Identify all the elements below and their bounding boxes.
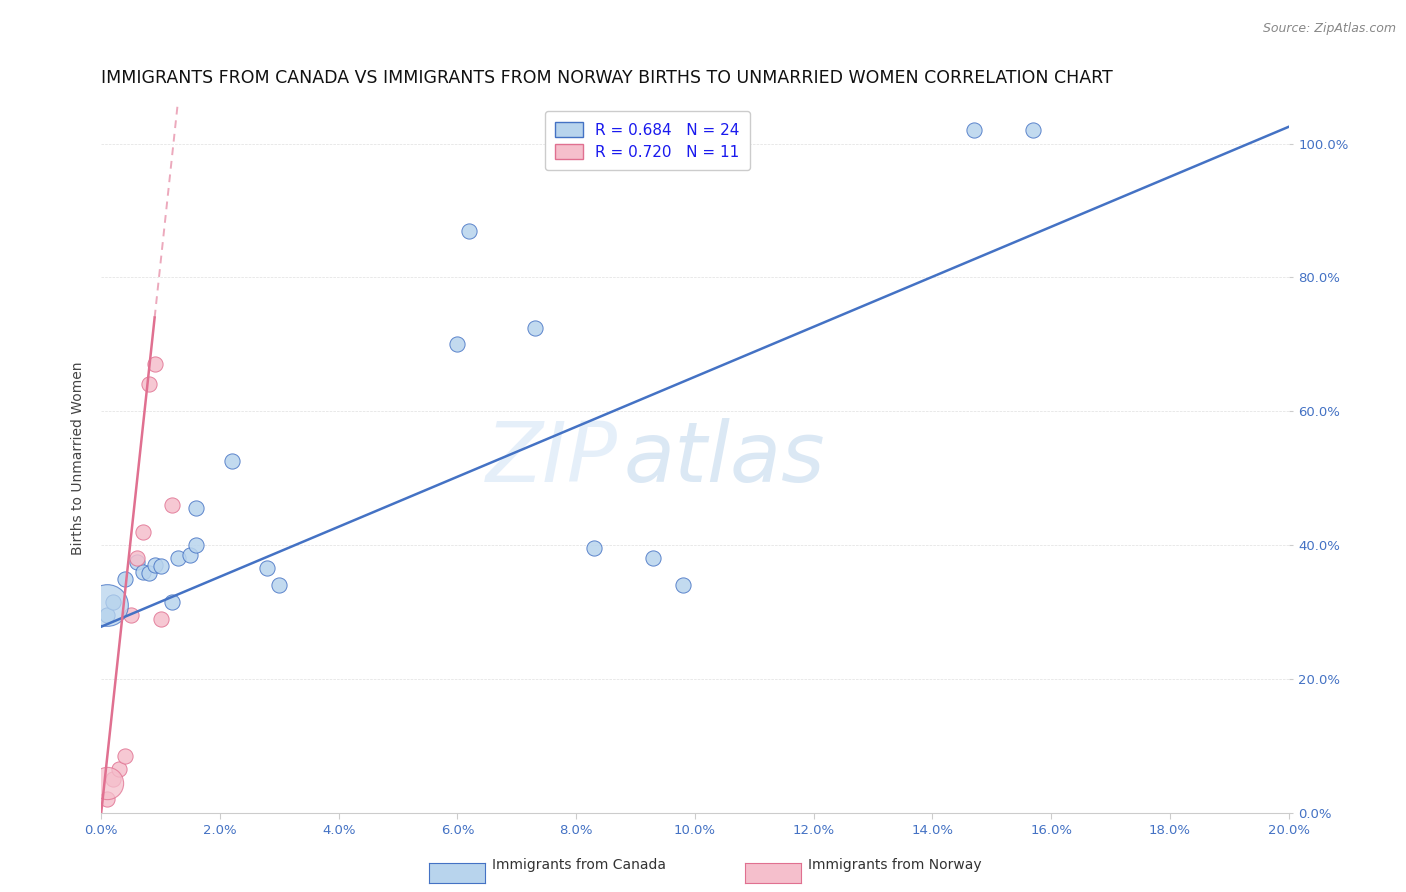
- Point: [120, 608, 142, 623]
- Point: [114, 748, 136, 763]
- Point: [96, 775, 118, 789]
- Point: [138, 377, 160, 392]
- Text: Source: ZipAtlas.com: Source: ZipAtlas.com: [1263, 22, 1396, 36]
- Text: Immigrants from Canada: Immigrants from Canada: [492, 858, 666, 872]
- Point: [446, 337, 468, 351]
- Text: IMMIGRANTS FROM CANADA VS IMMIGRANTS FROM NORWAY BIRTHS TO UNMARRIED WOMEN CORRE: IMMIGRANTS FROM CANADA VS IMMIGRANTS FRO…: [101, 69, 1114, 87]
- Text: atlas: atlas: [624, 417, 825, 499]
- Point: [149, 559, 172, 574]
- Point: [125, 555, 148, 569]
- Legend: R = 0.684   N = 24, R = 0.720   N = 11: R = 0.684 N = 24, R = 0.720 N = 11: [544, 111, 751, 170]
- Point: [458, 223, 481, 237]
- Point: [672, 578, 695, 592]
- Point: [963, 123, 986, 137]
- Point: [179, 548, 201, 562]
- Point: [96, 599, 118, 613]
- Point: [149, 612, 172, 626]
- Point: [132, 524, 155, 539]
- Point: [523, 320, 546, 334]
- Point: [101, 772, 124, 787]
- Y-axis label: Births to Unmarried Women: Births to Unmarried Women: [72, 361, 86, 555]
- Point: [108, 762, 131, 776]
- Point: [143, 558, 166, 573]
- Point: [138, 566, 160, 581]
- Point: [162, 595, 184, 609]
- Point: [114, 572, 136, 586]
- Text: Immigrants from Norway: Immigrants from Norway: [808, 858, 981, 872]
- Point: [221, 454, 243, 468]
- Text: ZIP: ZIP: [486, 417, 617, 499]
- Point: [162, 498, 184, 512]
- Point: [167, 551, 190, 566]
- Point: [96, 792, 118, 806]
- Point: [582, 541, 605, 556]
- Point: [125, 551, 148, 566]
- Point: [101, 595, 124, 609]
- Point: [143, 357, 166, 371]
- Point: [96, 608, 118, 623]
- Point: [132, 565, 155, 579]
- Point: [186, 538, 208, 552]
- Point: [643, 551, 665, 566]
- Point: [186, 501, 208, 516]
- Point: [269, 578, 291, 592]
- Point: [256, 561, 278, 575]
- Point: [1022, 123, 1045, 137]
